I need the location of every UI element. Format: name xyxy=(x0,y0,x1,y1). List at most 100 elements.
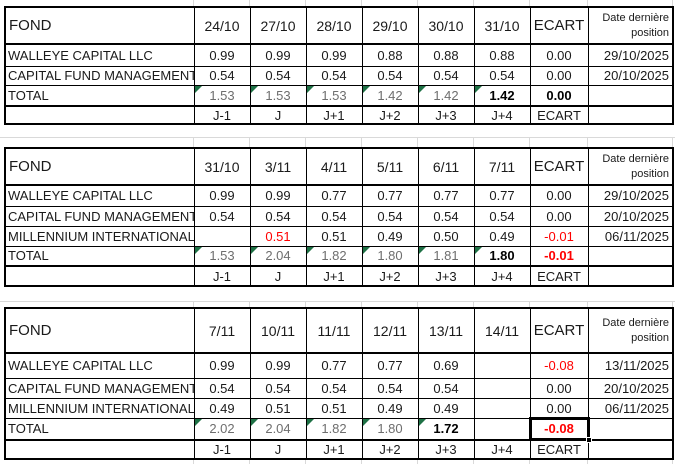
date-header-cell[interactable]: 24/10 xyxy=(193,6,251,45)
fund-name-cell[interactable]: WALLEYE CAPITAL LLC xyxy=(4,184,195,207)
selected-total-ecart-cell[interactable]: -0.08 xyxy=(528,416,592,443)
total-value-cell[interactable]: 1.80 xyxy=(361,245,419,267)
date-header-cell[interactable]: 31/10 xyxy=(473,6,531,45)
ecart-value-cell[interactable]: -0.08 xyxy=(529,352,589,379)
value-cell[interactable]: 0.54 xyxy=(249,65,307,86)
value-cell[interactable]: 0.54 xyxy=(249,377,307,399)
ecart-header-cell[interactable]: ECART xyxy=(529,147,589,186)
day-offset-label[interactable]: J+1 xyxy=(305,265,363,287)
last-position-header-cell[interactable]: Date dernière position xyxy=(587,6,674,45)
day-offset-label[interactable]: J+1 xyxy=(305,439,363,460)
value-cell[interactable]: 0.51 xyxy=(305,225,363,247)
last-position-date-cell[interactable]: 06/11/2025 xyxy=(587,225,674,247)
date-header-cell[interactable]: 6/11 xyxy=(417,147,475,186)
value-cell[interactable]: 0.51 xyxy=(305,397,363,419)
total-ecart-cell[interactable]: -0.01 xyxy=(529,245,589,267)
value-cell[interactable]: 0.54 xyxy=(417,377,475,399)
fund-name-cell[interactable]: WALLEYE CAPITAL LLC xyxy=(4,43,195,67)
value-cell[interactable]: 0.77 xyxy=(473,184,531,207)
total-value-cell[interactable]: 1.53 xyxy=(193,245,251,267)
date-header-cell[interactable]: 12/11 xyxy=(361,307,419,354)
value-cell[interactable] xyxy=(193,225,251,247)
value-cell[interactable]: 0.54 xyxy=(417,205,475,227)
date-header-cell[interactable]: 4/11 xyxy=(305,147,363,186)
total-value-cell[interactable]: 1.53 xyxy=(193,84,251,107)
value-cell[interactable]: 0.49 xyxy=(193,397,251,419)
value-cell[interactable]: 0.49 xyxy=(417,397,475,419)
day-offset-label[interactable]: J+2 xyxy=(361,105,419,125)
last-position-date-cell[interactable]: 20/10/2025 xyxy=(587,377,674,399)
total-value-cell[interactable]: 2.04 xyxy=(249,417,307,441)
day-offset-label[interactable]: J-1 xyxy=(193,439,251,460)
total-value-cell[interactable]: 1.42 xyxy=(417,84,475,107)
day-offset-label[interactable]: J+4 xyxy=(473,265,531,287)
value-cell[interactable] xyxy=(473,397,531,419)
last-position-date-cell[interactable]: 29/10/2025 xyxy=(587,43,674,67)
date-header-cell[interactable]: 5/11 xyxy=(361,147,419,186)
ecart-footer-label[interactable]: ECART xyxy=(529,265,589,287)
fund-name-cell[interactable]: MILLENNIUM INTERNATIONAL xyxy=(4,397,195,419)
fund-name-cell[interactable]: MILLENNIUM INTERNATIONAL xyxy=(4,225,195,247)
total-value-cell[interactable]: 1.82 xyxy=(305,417,363,441)
value-cell[interactable]: 0.99 xyxy=(305,43,363,67)
empty-cell[interactable] xyxy=(4,265,195,287)
value-cell[interactable]: 0.99 xyxy=(193,352,251,379)
day-offset-label[interactable]: J xyxy=(249,265,307,287)
total-value-cell[interactable]: 1.80 xyxy=(361,417,419,441)
value-cell[interactable]: 0.88 xyxy=(473,43,531,67)
total-value-cell[interactable]: 1.42 xyxy=(473,84,531,107)
value-cell[interactable]: 0.54 xyxy=(305,65,363,86)
last-position-date-cell[interactable]: 29/10/2025 xyxy=(587,184,674,207)
empty-cell[interactable] xyxy=(587,84,674,107)
total-ecart-cell[interactable]: 0.00 xyxy=(529,84,589,107)
day-offset-label[interactable]: J+3 xyxy=(417,265,475,287)
value-cell[interactable]: 0.50 xyxy=(417,225,475,247)
day-offset-label[interactable]: J+4 xyxy=(473,105,531,125)
value-cell[interactable]: 0.99 xyxy=(193,43,251,67)
ecart-header-cell[interactable]: ECART xyxy=(529,6,589,45)
last-position-date-cell[interactable]: 06/11/2025 xyxy=(587,397,674,419)
fund-name-cell[interactable]: CAPITAL FUND MANAGEMENT xyxy=(4,377,195,399)
day-offset-label[interactable]: J-1 xyxy=(193,265,251,287)
value-cell[interactable]: 0.54 xyxy=(193,377,251,399)
last-position-date-cell[interactable]: 13/11/2025 xyxy=(587,352,674,379)
date-header-cell[interactable]: 7/11 xyxy=(473,147,531,186)
ecart-footer-label[interactable]: ECART xyxy=(529,105,589,125)
value-cell[interactable]: 0.88 xyxy=(361,43,419,67)
ecart-value-cell[interactable]: 0.00 xyxy=(529,377,589,399)
value-cell[interactable]: 0.54 xyxy=(361,377,419,399)
total-label-cell[interactable]: TOTAL xyxy=(4,84,195,107)
date-header-cell[interactable]: 11/11 xyxy=(305,307,363,354)
last-position-date-cell[interactable]: 20/10/2025 xyxy=(587,65,674,86)
value-cell[interactable]: 0.99 xyxy=(249,184,307,207)
value-cell[interactable]: 0.54 xyxy=(193,65,251,86)
last-position-header-cell[interactable]: Date dernière position xyxy=(587,307,674,354)
value-cell[interactable]: 0.77 xyxy=(361,352,419,379)
value-cell[interactable]: 0.49 xyxy=(473,225,531,247)
empty-cell[interactable] xyxy=(4,105,195,125)
total-value-cell[interactable]: 2.04 xyxy=(249,245,307,267)
date-header-cell[interactable]: 27/10 xyxy=(249,6,307,45)
empty-cell[interactable] xyxy=(587,245,674,267)
fund-name-cell[interactable]: CAPITAL FUND MANAGEMENT xyxy=(4,65,195,86)
day-offset-label[interactable]: J+2 xyxy=(361,439,419,460)
ecart-value-cell[interactable]: 0.00 xyxy=(529,184,589,207)
total-value-cell[interactable]: 1.53 xyxy=(305,84,363,107)
date-header-cell[interactable]: 29/10 xyxy=(361,6,419,45)
day-offset-label[interactable]: J+1 xyxy=(305,105,363,125)
value-cell[interactable]: 0.77 xyxy=(305,352,363,379)
value-cell[interactable]: 0.77 xyxy=(417,184,475,207)
value-cell[interactable]: 0.69 xyxy=(417,352,475,379)
value-cell[interactable]: 0.99 xyxy=(193,184,251,207)
value-cell[interactable]: 0.99 xyxy=(249,43,307,67)
total-value-cell[interactable]: 1.72 xyxy=(417,417,475,441)
empty-cell[interactable] xyxy=(4,439,195,460)
date-header-cell[interactable]: 3/11 xyxy=(249,147,307,186)
total-value-cell[interactable]: 1.82 xyxy=(305,245,363,267)
fond-header-cell[interactable]: FOND xyxy=(4,6,195,45)
value-cell[interactable]: 0.51 xyxy=(249,397,307,419)
day-offset-label[interactable]: J-1 xyxy=(193,105,251,125)
fund-name-cell[interactable]: WALLEYE CAPITAL LLC xyxy=(4,352,195,379)
fund-name-cell[interactable]: CAPITAL FUND MANAGEMENT xyxy=(4,205,195,227)
date-header-cell[interactable]: 14/11 xyxy=(473,307,531,354)
